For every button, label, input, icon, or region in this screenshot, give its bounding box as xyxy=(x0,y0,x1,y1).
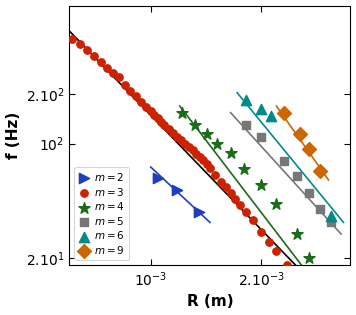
$m = 3$ xyxy=(218,180,224,185)
$m = 3$ xyxy=(174,135,180,140)
$m = 9$ xyxy=(306,146,312,152)
$m = 5$ xyxy=(281,159,286,164)
$m = 3$ xyxy=(309,292,315,297)
$m = 3$ xyxy=(213,173,218,178)
$m = 3$ xyxy=(178,138,184,143)
$m = 3$ xyxy=(223,185,229,190)
$m = 3$ xyxy=(170,131,176,136)
$m = 3$ xyxy=(110,71,116,76)
$m = 3$ xyxy=(61,33,67,38)
$m = 3$ xyxy=(166,127,172,132)
$m = 4$ xyxy=(294,232,300,237)
$m = 3$ xyxy=(204,162,209,167)
$m = 3$ xyxy=(237,203,243,208)
Legend: $m = 2$, $m = 3$, $m = 4$, $m = 5$, $m = 6$, $m = 9$: $m = 2$, $m = 3$, $m = 4$, $m = 5$, $m =… xyxy=(74,167,129,260)
$m = 3$ xyxy=(162,123,167,128)
$m = 2$ xyxy=(156,175,161,180)
$m = 3$ xyxy=(197,154,203,159)
$m = 4$ xyxy=(215,141,220,146)
$m = 4$ xyxy=(258,182,264,187)
$m = 3$ xyxy=(193,151,199,156)
$m = 9$ xyxy=(297,131,303,136)
$m = 4$ xyxy=(192,123,198,128)
$m = 5$ xyxy=(306,190,312,195)
$m = 3$ xyxy=(323,305,329,310)
$m = 4$ xyxy=(204,131,209,136)
$m = 3$ xyxy=(84,47,90,52)
$m = 5$ xyxy=(318,206,323,211)
$m = 5$ xyxy=(328,220,334,225)
$m = 6$ xyxy=(258,107,264,112)
$m = 3$ xyxy=(91,53,97,58)
$m = 5$ xyxy=(258,135,264,140)
$m = 3$ xyxy=(228,190,234,195)
$m = 3$ xyxy=(143,104,149,109)
$m = 3$ xyxy=(266,240,272,245)
$m = 9$ xyxy=(281,110,286,115)
$m = 3$ xyxy=(159,119,164,124)
$m = 2$ xyxy=(174,188,180,193)
$m = 3$ xyxy=(244,210,249,215)
$m = 9$ xyxy=(318,169,323,174)
$m = 3$ xyxy=(250,218,256,223)
$m = 6$ xyxy=(328,214,334,219)
$m = 4$ xyxy=(273,201,279,206)
$m = 3$ xyxy=(303,286,309,291)
$m = 3$ xyxy=(116,75,122,80)
$m = 6$ xyxy=(268,113,273,118)
$m = 3$ xyxy=(77,42,82,47)
$m = 4$ xyxy=(242,167,247,172)
$m = 3$ xyxy=(98,60,103,65)
$m = 2$ xyxy=(196,210,201,215)
$m = 5$ xyxy=(244,123,249,128)
$m = 3$ xyxy=(232,196,238,201)
$m = 3$ xyxy=(104,66,110,71)
$m = 3$ xyxy=(148,109,153,114)
$m = 3$ xyxy=(127,89,133,94)
$m = 4$ xyxy=(315,271,320,276)
$m = 3$ xyxy=(273,249,279,254)
$m = 3$ xyxy=(156,116,161,121)
$m = 4$ xyxy=(328,298,334,303)
$m = 3$ xyxy=(190,148,195,153)
$m = 6$ xyxy=(244,98,249,103)
$m = 4$ xyxy=(179,110,185,115)
X-axis label: R (m): R (m) xyxy=(187,295,233,309)
$m = 3$ xyxy=(69,36,75,41)
$m = 3$ xyxy=(315,298,320,303)
$m = 3$ xyxy=(284,263,290,268)
$m = 3$ xyxy=(182,141,188,146)
$m = 3$ xyxy=(138,100,144,105)
$m = 3$ xyxy=(258,229,264,234)
$m = 3$ xyxy=(133,94,138,99)
Y-axis label: f (Hz): f (Hz) xyxy=(6,112,21,159)
$m = 3$ xyxy=(122,82,128,87)
$m = 4$ xyxy=(306,255,312,261)
$m = 3$ xyxy=(151,112,157,117)
$m = 3$ xyxy=(186,144,192,149)
$m = 3$ xyxy=(207,165,213,170)
$m = 3$ xyxy=(294,276,300,281)
$m = 4$ xyxy=(228,150,234,155)
$m = 3$ xyxy=(200,158,206,163)
$m = 5$ xyxy=(294,174,300,179)
